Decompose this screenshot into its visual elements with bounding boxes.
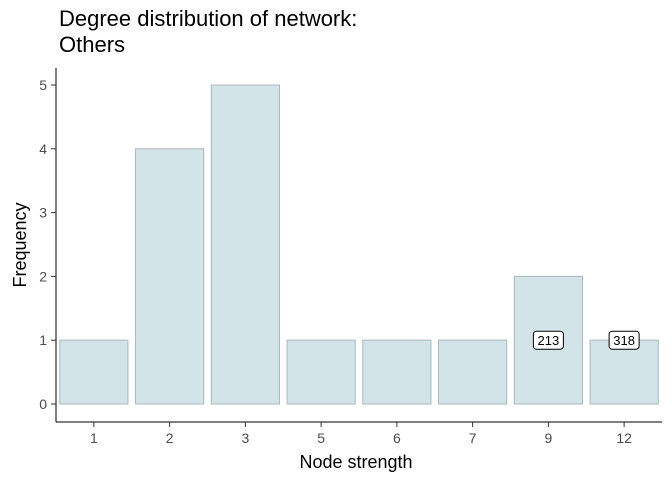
x-tick-label: 5 [317, 430, 325, 446]
x-tick-label: 9 [544, 430, 552, 446]
y-tick-label: 1 [39, 332, 47, 348]
bar-12 [589, 339, 659, 405]
y-tick-label: 4 [39, 141, 47, 157]
data-label-213: 213 [532, 330, 564, 350]
svg-text:213: 213 [538, 333, 560, 348]
y-tick-label: 5 [39, 77, 47, 93]
y-tick-label: 0 [39, 396, 47, 412]
svg-text:318: 318 [613, 333, 635, 348]
data-label-318: 318 [608, 330, 640, 350]
bars-layer [59, 84, 659, 405]
y-axis-ticks: 0 1 2 3 4 5 [39, 77, 56, 412]
y-tick-label: 3 [39, 205, 47, 221]
data-labels-layer: 213 318 [532, 330, 640, 350]
x-tick-label: 2 [166, 430, 174, 446]
x-tick-label: 1 [90, 430, 98, 446]
y-axis-title: Frequency [10, 202, 30, 287]
bar-3 [210, 84, 280, 405]
x-tick-label: 3 [241, 430, 249, 446]
bar-6 [362, 339, 432, 405]
y-tick-label: 2 [39, 268, 47, 284]
bar-1 [59, 339, 129, 405]
bar-2 [135, 148, 205, 405]
x-tick-label: 12 [616, 430, 632, 446]
bar-7 [438, 339, 508, 405]
chart-title-line-1: Degree distribution of network: [59, 6, 358, 31]
x-axis-title: Node strength [299, 452, 412, 472]
chart-title-line-2: Others [59, 32, 126, 57]
x-tick-label: 6 [393, 430, 401, 446]
x-tick-label: 7 [469, 430, 477, 446]
bar-9 [513, 275, 583, 405]
bar-5 [286, 339, 356, 405]
x-axis-ticks: 1 2 3 5 6 7 9 12 [90, 422, 632, 446]
